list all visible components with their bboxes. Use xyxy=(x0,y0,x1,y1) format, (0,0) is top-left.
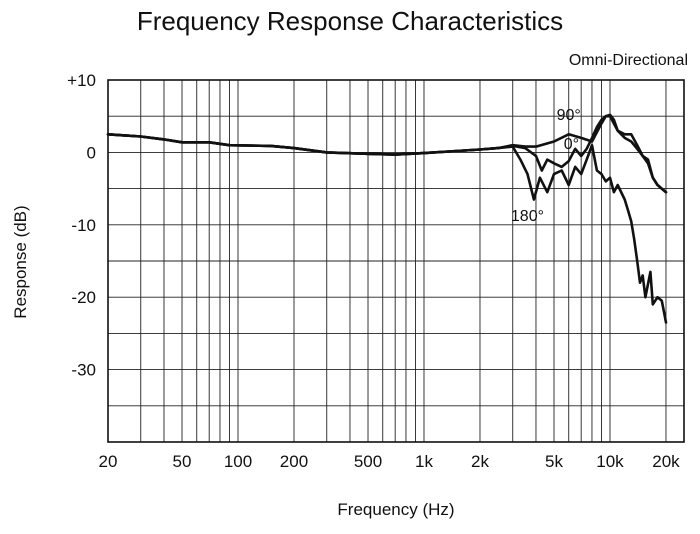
chart-subtitle: Omni-Directional xyxy=(568,52,688,69)
x-tick-label: 100 xyxy=(224,452,252,471)
series-annotation: 90° xyxy=(557,107,581,124)
chart-title: Frequency Response Characteristics xyxy=(136,6,564,36)
y-tick-label: -30 xyxy=(71,361,96,380)
plot-frame xyxy=(107,79,685,443)
y-tick-label: +10 xyxy=(67,71,96,90)
y-tick-labels: +10 0 -10 -20 -30 xyxy=(67,71,96,380)
grid xyxy=(108,80,684,442)
x-axis-label: Frequency (Hz) xyxy=(337,500,455,519)
x-tick-labels: 20 50 100 200 500 1k 2k 5k 10k 20k xyxy=(99,452,681,471)
y-tick-label: 0 xyxy=(87,143,96,162)
x-tick-label: 20k xyxy=(652,452,680,471)
x-tick-label: 200 xyxy=(280,452,308,471)
x-tick-label: 10k xyxy=(596,452,624,471)
series-line xyxy=(106,133,668,324)
x-tick-label: 1k xyxy=(415,452,433,471)
x-tick-label: 2k xyxy=(471,452,489,471)
x-tick-label: 50 xyxy=(173,452,192,471)
annotations: 90° 0° 180° xyxy=(511,107,581,225)
series-group xyxy=(106,113,668,324)
x-tick-label: 20 xyxy=(99,452,118,471)
series-annotation: 180° xyxy=(511,208,544,225)
x-tick-label: 500 xyxy=(354,452,382,471)
y-tick-label: -10 xyxy=(71,216,96,235)
y-tick-label: -20 xyxy=(71,288,96,307)
x-tick-label: 5k xyxy=(545,452,563,471)
series-annotation: 0° xyxy=(564,136,579,153)
